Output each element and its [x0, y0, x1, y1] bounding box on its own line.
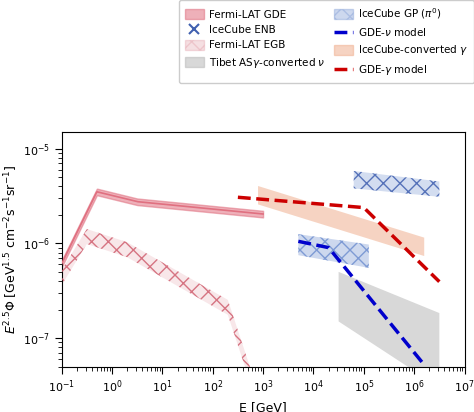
X-axis label: E [GeV]: E [GeV] — [239, 400, 287, 412]
Legend: Fermi-LAT GDE, IceCube ENB, Fermi-LAT EGB, Tibet AS$\gamma$-converted $\nu$, Ice: Fermi-LAT GDE, IceCube ENB, Fermi-LAT EG… — [179, 0, 474, 83]
Y-axis label: $E^{2.5}\Phi\ [\mathrm{GeV^{1.5}\ cm^{-2}s^{-1}sr^{-1}}]$: $E^{2.5}\Phi\ [\mathrm{GeV^{1.5}\ cm^{-2… — [2, 165, 20, 334]
